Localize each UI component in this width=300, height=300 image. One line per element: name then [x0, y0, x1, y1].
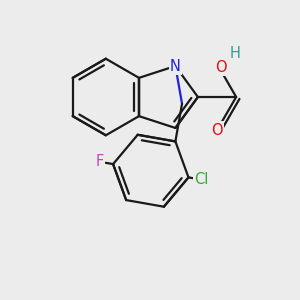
Text: Cl: Cl — [194, 172, 209, 187]
Text: N: N — [170, 58, 181, 74]
Text: H: H — [230, 46, 241, 62]
Text: O: O — [211, 123, 223, 138]
Text: O: O — [215, 60, 227, 75]
Text: F: F — [96, 154, 104, 169]
